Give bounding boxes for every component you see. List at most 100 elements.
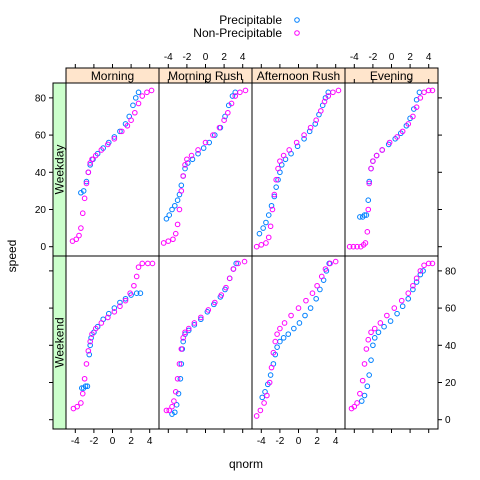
point-precipitable (200, 145, 207, 151)
strip-label-morning: Morning (91, 69, 134, 83)
strip-label-weekday: Weekday (53, 145, 67, 195)
point-non-precipitable (318, 108, 324, 114)
point-precipitable (368, 357, 374, 363)
point-precipitable (381, 323, 387, 330)
y-tick-label: 0 (40, 242, 46, 253)
legend-label-non-precipitable: Non-Precipitable (193, 26, 282, 40)
point-non-precipitable (273, 176, 279, 183)
point-precipitable (87, 342, 93, 349)
point-non-precipitable (425, 260, 432, 267)
point-non-precipitable (185, 325, 192, 332)
point-precipitable (361, 212, 368, 218)
point-precipitable (260, 225, 266, 231)
point-precipitable (364, 383, 371, 390)
x-tick-label: 4 (240, 52, 246, 63)
point-non-precipitable (188, 152, 195, 159)
point-precipitable (229, 93, 236, 99)
point-precipitable (222, 113, 228, 120)
point-non-precipitable (89, 156, 95, 163)
point-non-precipitable (413, 275, 420, 282)
point-non-precipitable (335, 87, 342, 94)
point-precipitable (84, 383, 91, 390)
point-non-precipitable (281, 320, 288, 326)
point-precipitable (88, 335, 94, 341)
point-precipitable (191, 322, 198, 328)
point-non-precipitable (172, 230, 179, 237)
point-non-precipitable (76, 232, 82, 239)
point-precipitable (366, 372, 372, 378)
point-non-precipitable (307, 124, 314, 131)
point-non-precipitable (92, 152, 99, 159)
point-non-precipitable (83, 180, 90, 187)
point-non-precipitable (111, 309, 118, 315)
point-non-precipitable (180, 335, 186, 341)
point-non-precipitable (191, 320, 198, 326)
point-non-precipitable (128, 117, 134, 123)
point-precipitable (80, 188, 87, 194)
point-precipitable (177, 375, 184, 382)
point-non-precipitable (263, 240, 269, 246)
point-non-precipitable (313, 117, 319, 123)
x-tick-label: 0 (296, 436, 302, 447)
x-tick-label: 0 (203, 52, 209, 63)
y-tick-label: 60 (35, 131, 47, 142)
point-non-precipitable (270, 349, 277, 356)
point-non-precipitable (202, 139, 209, 146)
point-precipitable (182, 165, 188, 172)
x-tick-label: 4 (426, 52, 432, 63)
point-non-precipitable (365, 206, 372, 213)
point-precipitable (111, 305, 118, 311)
point-precipitable (265, 212, 272, 218)
point-precipitable (301, 136, 307, 142)
y-axis-label: speed (5, 240, 19, 273)
point-precipitable (312, 121, 319, 127)
x-tick-label: -2 (275, 436, 284, 447)
point-non-precipitable (386, 139, 393, 146)
point-non-precipitable (269, 206, 276, 213)
point-precipitable (178, 182, 185, 189)
point-non-precipitable (365, 336, 372, 343)
point-non-precipitable (417, 95, 424, 101)
point-precipitable (371, 335, 378, 341)
point-non-precipitable (398, 297, 405, 304)
point-non-precipitable (98, 320, 105, 326)
x-tick-label: -4 (71, 436, 80, 447)
point-non-precipitable (170, 236, 176, 243)
point-non-precipitable (122, 297, 129, 304)
point-precipitable (172, 409, 178, 416)
point-precipitable (117, 128, 123, 135)
point-non-precipitable (87, 338, 93, 345)
point-non-precipitable (169, 403, 175, 410)
point-non-precipitable (180, 173, 186, 179)
point-precipitable (366, 178, 372, 185)
point-non-precipitable (89, 331, 95, 337)
point-precipitable (363, 212, 370, 218)
point-precipitable (280, 335, 287, 341)
x-tick-label: 2 (128, 436, 134, 447)
y-tick-label: 40 (445, 341, 457, 352)
x-axis-label: qnorm (229, 457, 263, 471)
point-non-precipitable (218, 292, 225, 298)
y-tick-label: 60 (445, 304, 457, 315)
point-non-precipitable (253, 243, 260, 250)
point-precipitable (387, 318, 394, 324)
point-non-precipitable (166, 407, 173, 414)
point-non-precipitable (362, 240, 369, 246)
point-non-precipitable (280, 152, 287, 159)
point-non-precipitable (124, 122, 131, 129)
point-precipitable (370, 342, 376, 349)
point-precipitable (263, 219, 269, 226)
point-non-precipitable (277, 158, 283, 164)
x-tick-label: 0 (389, 52, 395, 63)
point-non-precipitable (79, 390, 86, 397)
panel-weekend-evening (344, 255, 439, 430)
point-non-precipitable (235, 260, 241, 267)
point-non-precipitable (253, 413, 260, 419)
point-non-precipitable (286, 147, 293, 153)
point-non-precipitable (98, 147, 105, 153)
y-tick-label: 0 (445, 415, 451, 426)
point-non-precipitable (399, 128, 406, 135)
y-tick-label: 40 (35, 168, 47, 179)
x-tick-label: 0 (110, 436, 116, 447)
x-tick-label: -2 (368, 52, 377, 63)
